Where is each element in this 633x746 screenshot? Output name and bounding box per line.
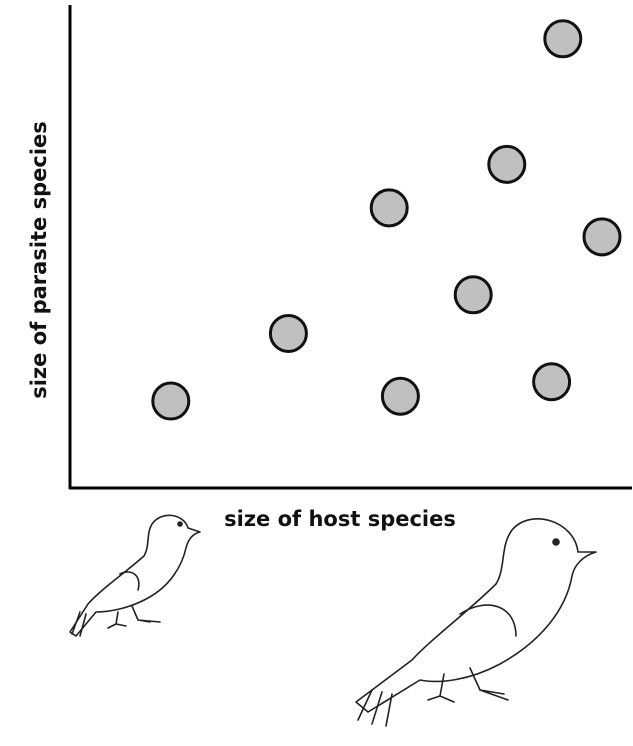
point xyxy=(532,362,572,402)
point xyxy=(369,188,409,228)
point xyxy=(268,313,308,353)
point xyxy=(582,217,622,257)
point xyxy=(543,19,583,59)
small-bird xyxy=(69,514,201,637)
point xyxy=(453,275,493,315)
point xyxy=(380,376,420,416)
point xyxy=(151,381,191,421)
point xyxy=(487,144,527,184)
y-axis-label: size of parasite species xyxy=(27,121,51,399)
x-axis-label: size of host species xyxy=(224,507,456,531)
large-bird xyxy=(355,518,597,727)
